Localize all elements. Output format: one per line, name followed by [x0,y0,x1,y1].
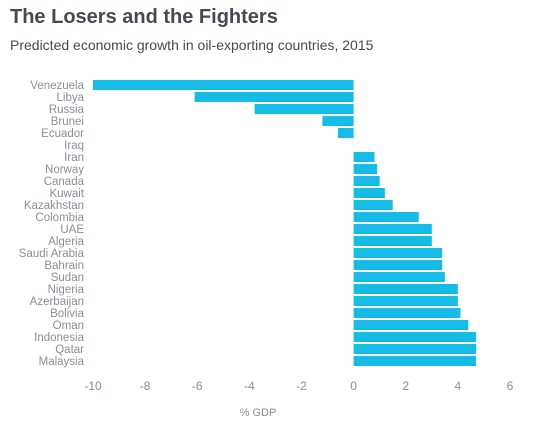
bar-russia [254,104,354,114]
category-label-venezuela: Venezuela [30,80,84,92]
category-label-oman: Oman [53,320,84,332]
category-label-malaysia: Malaysia [39,356,85,368]
x-tick-4: 4 [455,379,462,393]
x-axis-label: % GDP [240,407,277,419]
chart-title: The Losers and the Fighters [10,6,278,28]
category-label-algeria: Algeria [48,236,84,248]
bar-sudan [353,272,445,282]
category-label-kuwait: Kuwait [49,188,84,200]
category-label-azerbaijan: Azerbaijan [30,296,84,308]
bar-kuwait [353,188,385,198]
bar-iran [353,152,375,162]
category-label-russia: Russia [49,104,85,116]
bar-brunei [322,116,354,126]
bar-saudi-arabia [353,248,443,258]
x-tick-2: 2 [402,379,409,393]
category-label-indonesia: Indonesia [34,332,84,344]
category-labels: VenezuelaLibyaRussiaBruneiEcuadorIraqIra… [19,80,85,368]
bar-uae [353,224,432,234]
x-tick-6: 6 [507,379,514,393]
category-label-iran: Iran [64,152,84,164]
bar-malaysia [353,356,477,366]
bar-nigeria [353,284,458,294]
bar-libya [194,92,354,102]
x-tick-neg2: -2 [296,379,307,393]
category-label-iraq: Iraq [64,140,84,152]
category-label-sudan: Sudan [51,272,84,284]
bar-norway [353,164,378,174]
bar-ecuador [337,128,354,138]
category-label-kazakhstan: Kazakhstan [24,200,84,212]
bars-group [93,80,477,366]
bar-canada [353,176,380,186]
bar-colombia [353,212,419,222]
category-label-brunei: Brunei [51,116,84,128]
bar-algeria [353,236,432,246]
category-label-colombia: Colombia [35,212,84,224]
category-label-ecuador: Ecuador [41,128,84,140]
x-tick-labels: -10 -8 -6 -4 -2 0 2 4 6 [84,379,513,393]
bar-qatar [353,344,477,354]
bar-bahrain [353,260,443,270]
category-label-bolivia: Bolivia [50,308,84,320]
category-label-canada: Canada [44,176,85,188]
category-label-norway: Norway [45,164,84,176]
x-tick-neg4: -4 [244,379,255,393]
x-tick-neg8: -8 [140,379,151,393]
bar-bolivia [353,308,461,318]
bar-oman [353,320,469,330]
category-label-bahrain: Bahrain [44,260,84,272]
bar-azerbaijan [353,296,458,306]
bar-venezuela [93,80,354,90]
category-label-saudi-arabia: Saudi Arabia [19,248,85,260]
x-tick-neg10: -10 [84,379,102,393]
category-label-nigeria: Nigeria [48,284,85,296]
x-tick-neg6: -6 [192,379,203,393]
bar-kazakhstan [353,200,393,210]
category-label-qatar: Qatar [55,344,84,356]
category-label-libya: Libya [57,92,85,104]
x-tick-0: 0 [350,379,357,393]
chart-subtitle: Predicted economic growth in oil-exporti… [10,37,374,53]
category-label-uae: UAE [60,224,84,236]
bar-indonesia [353,332,477,342]
